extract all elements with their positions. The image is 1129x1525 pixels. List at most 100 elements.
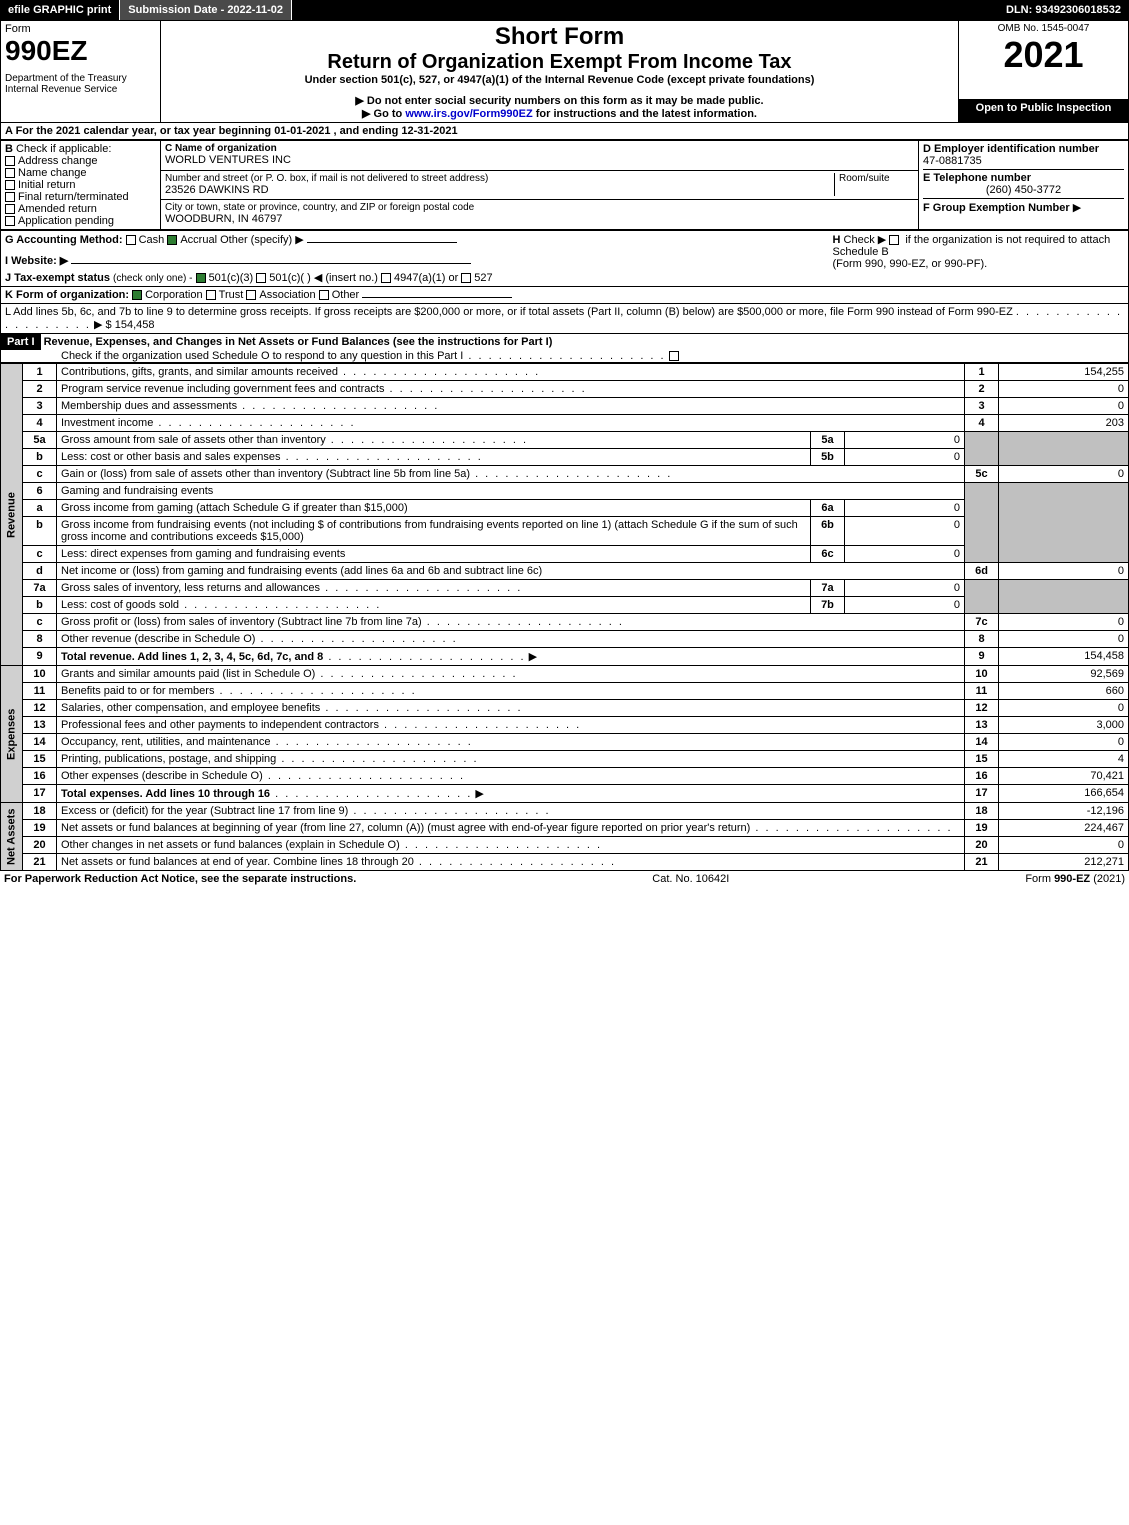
name-change-checkbox[interactable] xyxy=(5,168,15,178)
ln-5b: b xyxy=(23,449,57,466)
rn-17: 17 xyxy=(965,785,999,803)
trust-label: Trust xyxy=(219,289,244,301)
subtitle-goto: ▶ Go to www.irs.gov/Form990EZ for instru… xyxy=(165,107,954,120)
501c-checkbox[interactable] xyxy=(256,273,266,283)
val-19: 224,467 xyxy=(999,820,1129,837)
desc-4: Investment income xyxy=(61,417,153,429)
part-i-title: Revenue, Expenses, and Changes in Net As… xyxy=(44,336,553,348)
trust-checkbox[interactable] xyxy=(206,290,216,300)
val-18: -12,196 xyxy=(999,803,1129,820)
ln-13: 13 xyxy=(23,717,57,734)
rn-6d: 6d xyxy=(965,563,999,580)
ln-1: 1 xyxy=(23,364,57,381)
omb-label: OMB No. 1545-0047 xyxy=(963,23,1124,34)
cash-checkbox[interactable] xyxy=(126,235,136,245)
gross-receipts-value: 154,458 xyxy=(115,319,155,331)
rn-12: 12 xyxy=(965,700,999,717)
sv-5b: 0 xyxy=(844,449,964,466)
rn-19: 19 xyxy=(965,820,999,837)
subtitle-ssn: ▶ Do not enter social security numbers o… xyxy=(165,94,954,107)
sn-7b: 7b xyxy=(810,597,844,614)
submission-date: Submission Date - 2022-11-02 xyxy=(120,0,292,20)
val-21: 212,271 xyxy=(999,854,1129,871)
section-j-label: J Tax-exempt status xyxy=(5,272,110,284)
schedule-o-checkbox[interactable] xyxy=(669,351,679,361)
4947-checkbox[interactable] xyxy=(381,273,391,283)
ln-5a: 5a xyxy=(23,432,57,449)
ln-15: 15 xyxy=(23,751,57,768)
other-org-checkbox[interactable] xyxy=(319,290,329,300)
ln-21: 21 xyxy=(23,854,57,871)
initial-return-label: Initial return xyxy=(18,179,75,191)
final-return-checkbox[interactable] xyxy=(5,192,15,202)
501c3-checkbox[interactable] xyxy=(196,273,206,283)
footer-right-bold: 990-EZ xyxy=(1054,873,1090,885)
header-table: Form 990EZ Department of the Treasury In… xyxy=(0,20,1129,123)
val-11: 660 xyxy=(999,683,1129,700)
org-name: WORLD VENTURES INC xyxy=(165,154,914,166)
sn-6b: 6b xyxy=(810,517,844,546)
rn-2: 2 xyxy=(965,381,999,398)
section-f-arrow: ▶ xyxy=(1073,202,1081,214)
sn-5a: 5a xyxy=(810,432,844,449)
section-i-label: I Website: ▶ xyxy=(5,255,68,267)
footer-right: Form 990-EZ (2021) xyxy=(1025,873,1125,885)
501c-label: 501(c)( ) ◀ (insert no.) xyxy=(269,272,378,284)
amended-return-checkbox[interactable] xyxy=(5,204,15,214)
other-org-label: Other xyxy=(332,289,360,301)
desc-7a: Gross sales of inventory, less returns a… xyxy=(61,582,320,594)
section-a: A For the 2021 calendar year, or tax yea… xyxy=(0,123,1129,140)
accrual-label: Accrual xyxy=(180,234,217,246)
city-value: WOODBURN, IN 46797 xyxy=(165,213,914,225)
desc-10: Grants and similar amounts paid (list in… xyxy=(61,668,315,680)
revenue-sidebar: Revenue xyxy=(1,364,23,666)
section-c-label: C Name of organization xyxy=(165,143,277,154)
netassets-sidebar: Net Assets xyxy=(1,803,23,871)
527-checkbox[interactable] xyxy=(461,273,471,283)
section-l-text: L Add lines 5b, 6c, and 7b to line 9 to … xyxy=(5,306,1013,318)
section-l-arrow: ▶ $ xyxy=(94,319,112,331)
rn-5c: 5c xyxy=(965,466,999,483)
footer-right-pre: Form xyxy=(1025,873,1054,885)
desc-6a: Gross income from gaming (attach Schedul… xyxy=(57,500,811,517)
val-4: 203 xyxy=(999,415,1129,432)
address-change-checkbox[interactable] xyxy=(5,156,15,166)
part-i-check-text: Check if the organization used Schedule … xyxy=(61,350,463,362)
irs-link[interactable]: www.irs.gov/Form990EZ xyxy=(405,108,532,120)
accrual-checkbox[interactable] xyxy=(167,235,177,245)
ln-7b: b xyxy=(23,597,57,614)
rn-18: 18 xyxy=(965,803,999,820)
val-1: 154,255 xyxy=(999,364,1129,381)
ln-5c: c xyxy=(23,466,57,483)
section-d-label: D Employer identification number xyxy=(923,143,1099,155)
sv-6c: 0 xyxy=(844,546,964,563)
val-13: 3,000 xyxy=(999,717,1129,734)
desc-18: Excess or (deficit) for the year (Subtra… xyxy=(61,805,348,817)
sv-5a: 0 xyxy=(844,432,964,449)
top-bar: efile GRAPHIC print Submission Date - 20… xyxy=(0,0,1129,20)
val-16: 70,421 xyxy=(999,768,1129,785)
dept-label: Department of the Treasury xyxy=(5,73,156,84)
initial-return-checkbox[interactable] xyxy=(5,180,15,190)
rn-3: 3 xyxy=(965,398,999,415)
sv-6a: 0 xyxy=(844,500,964,517)
val-14: 0 xyxy=(999,734,1129,751)
address-change-label: Address change xyxy=(18,155,98,167)
desc-1: Contributions, gifts, grants, and simila… xyxy=(61,366,338,378)
desc-6b: Gross income from fundraising events (no… xyxy=(57,517,811,546)
footer-left: For Paperwork Reduction Act Notice, see … xyxy=(4,873,356,885)
desc-6c: Less: direct expenses from gaming and fu… xyxy=(57,546,811,563)
schedule-b-checkbox[interactable] xyxy=(889,235,899,245)
amended-return-label: Amended return xyxy=(18,203,97,215)
sv-6b: 0 xyxy=(844,517,964,546)
corp-checkbox[interactable] xyxy=(132,290,142,300)
sv-7a: 0 xyxy=(844,580,964,597)
ln-6: 6 xyxy=(23,483,57,500)
section-b-label: B xyxy=(5,143,13,155)
val-8: 0 xyxy=(999,631,1129,648)
desc-16: Other expenses (describe in Schedule O) xyxy=(61,770,263,782)
ln-7a: 7a xyxy=(23,580,57,597)
ln-9: 9 xyxy=(23,648,57,666)
assoc-checkbox[interactable] xyxy=(246,290,256,300)
application-pending-checkbox[interactable] xyxy=(5,216,15,226)
